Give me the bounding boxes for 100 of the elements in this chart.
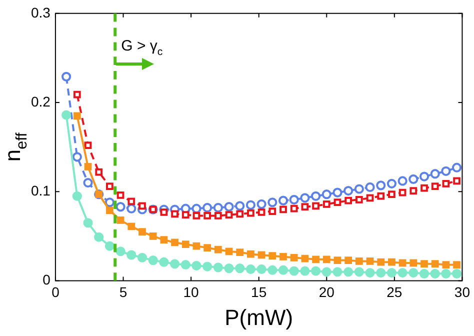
point	[171, 210, 178, 218]
point	[268, 252, 276, 260]
point	[420, 260, 428, 268]
point	[430, 169, 440, 179]
point	[452, 268, 462, 278]
point	[148, 256, 158, 266]
point	[355, 196, 363, 204]
point	[268, 265, 278, 275]
point	[225, 211, 233, 219]
point	[214, 212, 222, 220]
point	[442, 180, 450, 188]
point	[116, 202, 126, 212]
y-tick-label: 0.3	[30, 4, 51, 20]
point	[344, 267, 354, 277]
point	[398, 268, 408, 278]
point	[322, 200, 330, 208]
point	[398, 176, 408, 186]
point	[453, 261, 460, 268]
point	[376, 268, 386, 278]
point	[278, 196, 288, 206]
point	[106, 182, 114, 190]
y-tick-label: 0.2	[30, 93, 51, 110]
point	[419, 268, 430, 278]
point	[322, 267, 332, 277]
point	[289, 194, 299, 204]
point	[235, 264, 245, 274]
point	[160, 236, 168, 244]
point	[83, 218, 93, 228]
point	[104, 241, 114, 251]
point	[247, 250, 254, 258]
point	[388, 190, 396, 198]
point	[126, 250, 136, 260]
point	[171, 238, 178, 246]
y-axis-title: neff	[0, 132, 31, 162]
point	[278, 265, 288, 275]
point	[224, 202, 234, 212]
point	[355, 258, 363, 265]
point	[236, 210, 244, 218]
point	[430, 268, 440, 278]
point	[431, 260, 439, 268]
point	[453, 177, 460, 185]
point	[159, 257, 169, 267]
point	[312, 256, 320, 264]
point	[290, 254, 298, 262]
point	[73, 112, 81, 120]
point	[116, 246, 126, 256]
point	[202, 262, 212, 272]
point	[334, 256, 342, 264]
point	[192, 260, 202, 270]
x-tick-label: 25	[386, 284, 402, 300]
point	[334, 198, 342, 206]
point	[204, 212, 212, 220]
point	[377, 192, 385, 200]
point	[225, 248, 233, 256]
point	[72, 152, 82, 162]
point	[192, 242, 200, 250]
point	[213, 202, 223, 213]
point	[224, 264, 234, 274]
y-tick-label: 0	[42, 272, 51, 288]
point	[128, 198, 136, 206]
x-axis-title: P(mW)	[224, 304, 294, 330]
point	[149, 232, 157, 240]
point	[94, 232, 104, 242]
point	[398, 188, 406, 196]
point	[73, 90, 81, 98]
point	[376, 180, 386, 190]
point	[344, 186, 354, 196]
x-tick-label: 15	[251, 284, 267, 300]
point	[160, 208, 168, 216]
point	[300, 266, 310, 276]
point	[106, 206, 114, 214]
point	[256, 199, 266, 209]
point	[268, 198, 278, 208]
point	[366, 194, 374, 202]
point	[332, 188, 342, 198]
point	[213, 262, 223, 272]
point	[366, 258, 374, 265]
point	[431, 182, 439, 190]
point	[410, 187, 418, 194]
point	[441, 268, 451, 278]
point	[310, 191, 321, 201]
point	[280, 206, 287, 214]
point	[62, 110, 72, 120]
point	[256, 264, 266, 274]
point	[192, 212, 200, 220]
point	[452, 162, 462, 172]
point	[398, 259, 406, 267]
point	[301, 203, 309, 211]
point	[301, 254, 309, 262]
point	[204, 244, 212, 252]
point	[258, 251, 266, 259]
point	[322, 190, 332, 200]
point	[128, 222, 136, 230]
x-tick-label: 10	[183, 284, 200, 300]
point	[290, 204, 298, 212]
point	[137, 252, 148, 262]
point	[312, 202, 320, 210]
point	[310, 266, 321, 276]
point	[386, 178, 397, 188]
point	[386, 268, 397, 278]
